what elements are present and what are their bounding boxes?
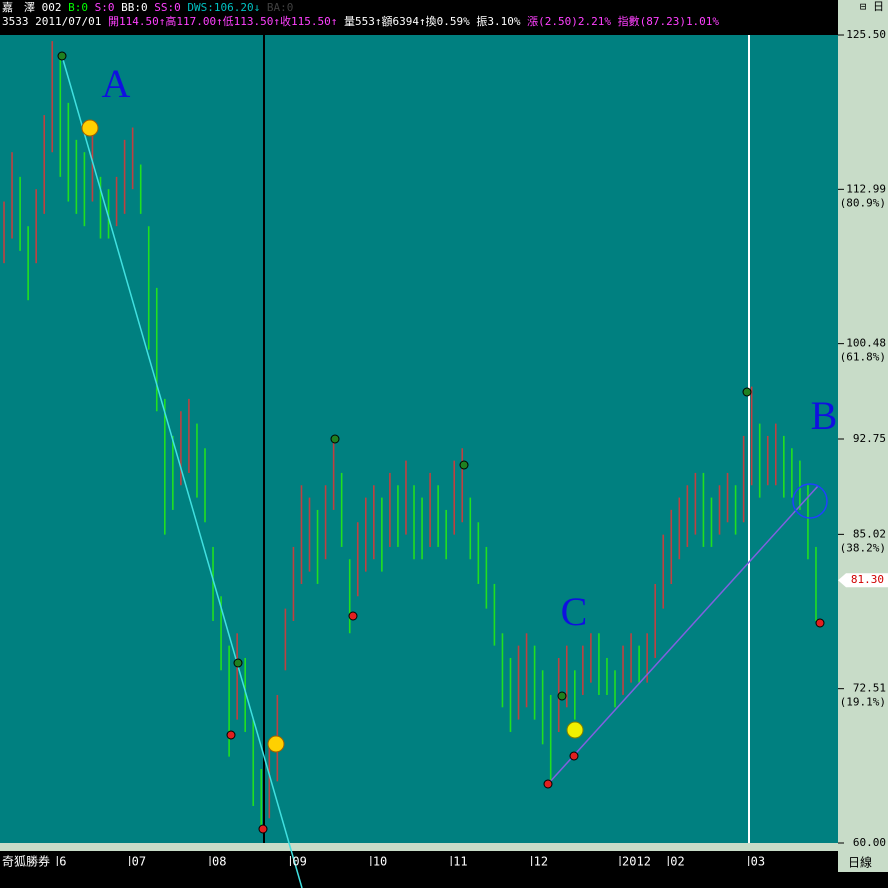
y-tick-label: 100.48 <box>846 337 886 350</box>
circle-marker <box>792 483 828 519</box>
wave-label: A <box>102 61 131 106</box>
axis-strip <box>0 843 838 851</box>
header-item: 3533 2011/07/01 <box>2 15 101 28</box>
header-item: 嘉 澤 002 <box>2 0 62 14</box>
x-tick-label: 03 <box>751 855 765 869</box>
header-item: SS:0 <box>154 1 181 14</box>
y-tick-label: 112.99 <box>846 182 886 195</box>
peak-dot <box>557 691 567 701</box>
header-item: DWS:106.20↓ <box>187 1 260 14</box>
header-item: BB:0 <box>121 1 148 14</box>
header-item: 量553↑額6394↑換0.59% 振3.10% <box>344 14 521 28</box>
y-tick-label: 60.00 <box>853 836 886 849</box>
y-tick-label: 92.75 <box>853 432 886 445</box>
wave-label: C <box>561 589 588 634</box>
trough-dot <box>815 618 825 628</box>
trough-dot <box>569 751 579 761</box>
x-tick-label: 2012 <box>622 855 651 869</box>
peak-dot <box>330 434 340 444</box>
brand-label: 奇狐勝券 <box>2 854 50 869</box>
y-tick-label: 125.50 <box>846 28 886 41</box>
price-tag <box>838 573 888 588</box>
y-tick-label: 72.51 <box>853 682 886 695</box>
peak-dot <box>57 51 67 61</box>
peak-dot <box>742 387 752 397</box>
trough-dot <box>258 824 268 834</box>
smiley <box>267 735 285 753</box>
ratio-label: (19.1%) <box>840 696 886 709</box>
header-item: 漲(2.50)2.21% 指數(87.23)1.01% <box>527 14 719 28</box>
period-label[interactable]: 日線 <box>848 855 872 870</box>
smiley <box>566 721 584 739</box>
header-item: B:0 <box>68 1 88 14</box>
trough-dot <box>543 779 553 789</box>
header-line: 嘉 澤 002 B:0 S:0 BB:0 SS:0 DWS:106.20↓ BA… <box>2 0 293 14</box>
x-tick-label: 10 <box>373 855 387 869</box>
header-item: S:0 <box>95 1 115 14</box>
plot-area <box>0 35 838 843</box>
x-tick-label: 08 <box>212 855 226 869</box>
header-item: 開114.50↑高117.00↑低113.50↑收115.50↑ <box>108 14 337 28</box>
panel-icons[interactable]: ⊟ 日 <box>860 0 884 13</box>
x-tick-label: 09 <box>292 855 306 869</box>
trough-dot <box>226 730 236 740</box>
x-tick-label: 02 <box>670 855 684 869</box>
ratio-label: (61.8%) <box>840 351 886 364</box>
x-tick-label: 07 <box>132 855 146 869</box>
y-tick-label: 85.02 <box>853 527 886 540</box>
price-tag-label: 81.30 <box>851 573 884 586</box>
header-line: 3533 2011/07/01 開114.50↑高117.00↑低113.50↑… <box>2 14 719 28</box>
ratio-label: (80.9%) <box>840 196 886 209</box>
trend-line <box>547 485 819 785</box>
smileys <box>81 119 584 753</box>
x-tick-label: 6 <box>59 855 66 869</box>
peak-dot <box>233 658 243 668</box>
x-tick-label: 11 <box>453 855 467 869</box>
trough-dot <box>348 611 358 621</box>
smiley <box>81 119 99 137</box>
header-item: BA:0 <box>267 1 294 14</box>
signal-dots <box>57 51 825 834</box>
trend-line <box>61 55 303 888</box>
wave-label: B <box>811 393 838 438</box>
x-tick-label: 12 <box>534 855 548 869</box>
peak-dot <box>459 460 469 470</box>
ratio-label: (38.2%) <box>840 541 886 554</box>
axis-panel <box>838 0 888 872</box>
